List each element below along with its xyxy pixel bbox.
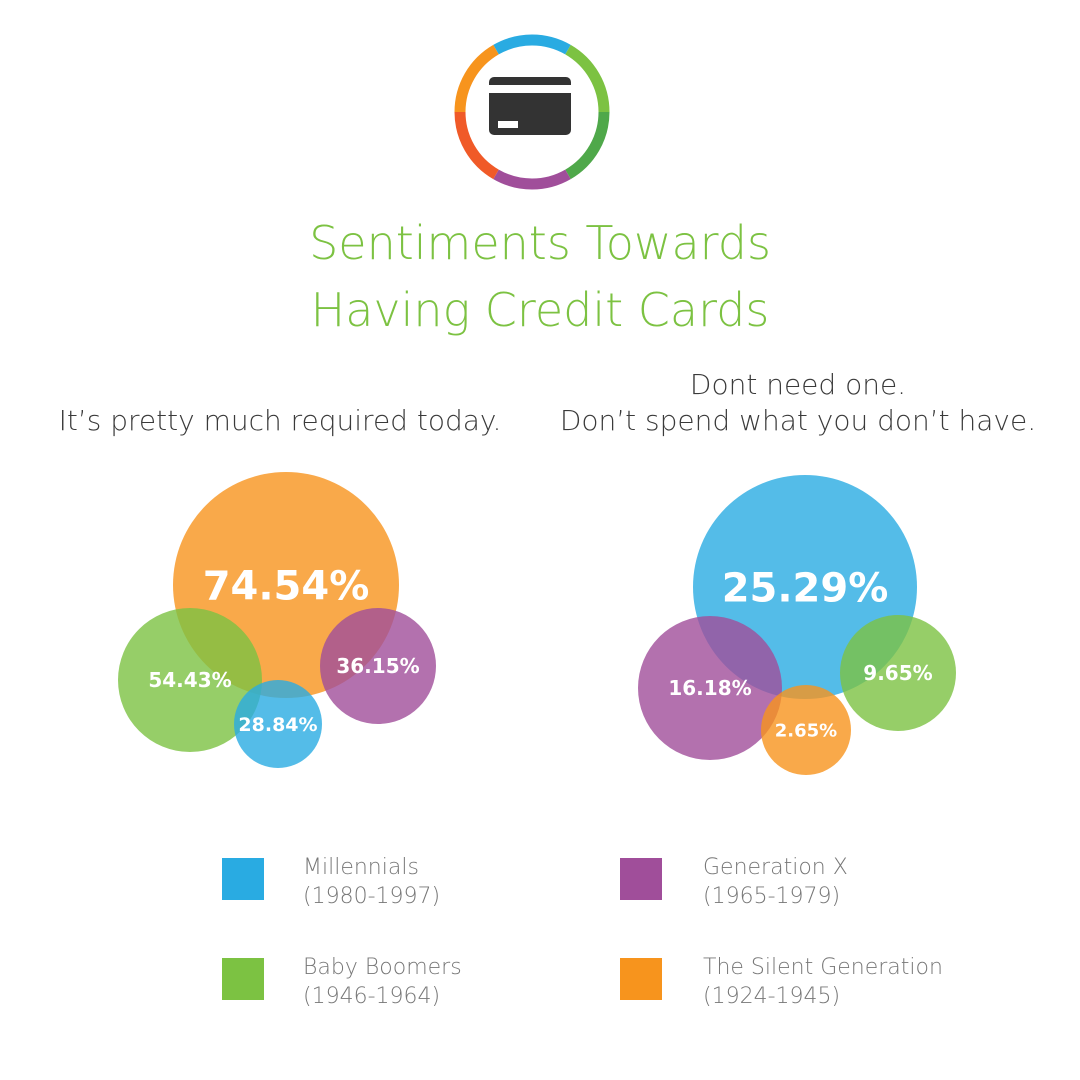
legend-swatch-millennials	[222, 858, 264, 900]
legend-item-millennials: Millennials (1980-1997)	[303, 853, 440, 911]
credit-card-emblem	[454, 34, 610, 190]
right-chart-subtitle: Dont need one. Don’t spend what you don’…	[548, 367, 1048, 439]
ring-segment	[454, 111, 499, 180]
legend-swatch-silent-generation	[620, 958, 662, 1000]
right-bubble-chart: 25.29% 16.18% 9.65% 2.65%	[638, 475, 956, 775]
color-ring	[454, 34, 610, 190]
bubble-millennials	[234, 680, 322, 768]
bubble-label: 2.65%	[775, 720, 837, 741]
bubble-generation-x	[638, 616, 782, 760]
legend-years: (1980-1997)	[303, 884, 441, 909]
ring-segment	[493, 34, 571, 55]
ring-segment	[565, 44, 610, 113]
bubble-baby-boomers	[840, 615, 956, 731]
bubble-the-silent-generation	[173, 472, 399, 698]
bubble-label: 9.65%	[863, 661, 932, 685]
legend-item-baby-boomers: Baby Boomers (1946-1964)	[303, 953, 462, 1011]
bubble-label: 16.18%	[668, 676, 751, 700]
legend-years: (1946-1964)	[303, 984, 441, 1009]
legend-years: (1924-1945)	[703, 984, 841, 1009]
legend-swatch-generation-x	[620, 858, 662, 900]
left-subtitle-line-1: It’s pretty much required today.	[58, 404, 502, 437]
bubble-label: 54.43%	[148, 668, 231, 692]
bubble-the-silent-generation	[761, 685, 851, 775]
legend-item-silent-generation: The Silent Generation (1924-1945)	[703, 953, 943, 1011]
bubble-baby-boomers	[118, 608, 262, 752]
legend-label: Millennials	[303, 855, 419, 880]
left-chart-subtitle: It’s pretty much required today.	[30, 403, 530, 439]
legend-label: The Silent Generation	[703, 955, 943, 980]
title-line-1: Sentiments Towards	[309, 216, 771, 270]
bubble-millennials	[693, 475, 917, 699]
bubble-label: 74.54%	[203, 563, 370, 609]
ring-segment	[565, 111, 610, 180]
ring-segment	[454, 44, 499, 113]
bubble-label: 36.15%	[336, 654, 419, 678]
legend-label: Baby Boomers	[303, 955, 462, 980]
legend-swatch-baby-boomers	[222, 958, 264, 1000]
legend-years: (1965-1979)	[703, 884, 841, 909]
legend-label: Generation X	[703, 855, 848, 880]
bubble-label: 28.84%	[238, 714, 317, 736]
right-subtitle-line-1: Dont need one.	[689, 368, 907, 401]
right-subtitle-line-2: Don’t spend what you don’t have.	[559, 404, 1037, 437]
left-bubble-chart: 74.54% 54.43% 36.15% 28.84%	[118, 472, 436, 768]
bubble-label: 25.29%	[722, 565, 889, 611]
title-line-2: Having Credit Cards	[310, 283, 770, 337]
legend-item-generation-x: Generation X (1965-1979)	[703, 853, 848, 911]
credit-card-icon	[489, 77, 571, 135]
bubble-generation-x	[320, 608, 436, 724]
ring-segment	[493, 169, 571, 190]
